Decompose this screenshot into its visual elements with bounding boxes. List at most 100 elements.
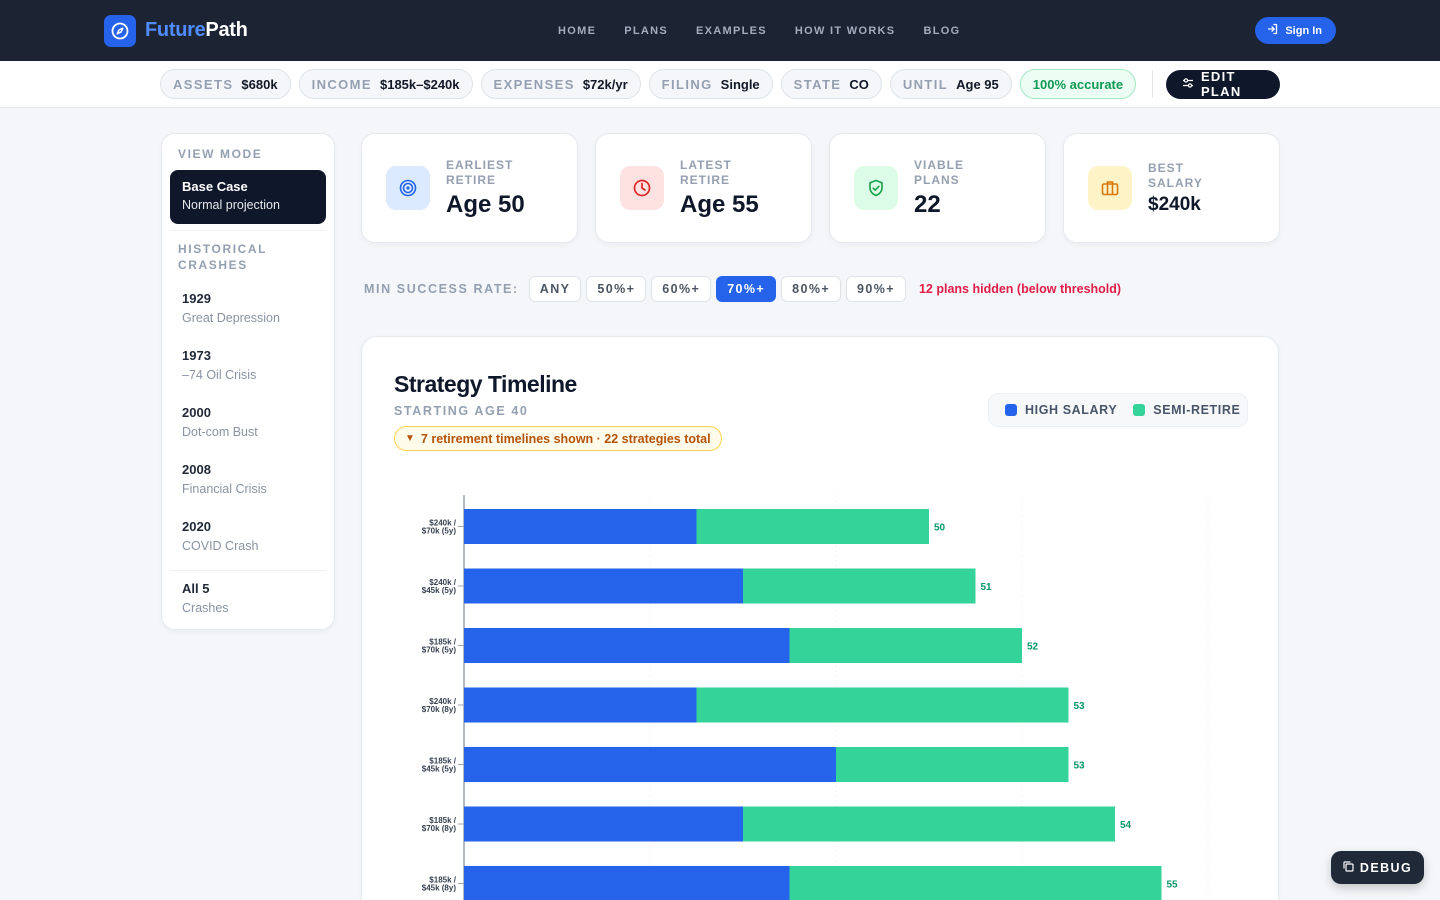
legend-semi-retire: SEMI-RETIRE — [1133, 403, 1240, 417]
stat-value: $240k — [1148, 193, 1201, 215]
filing-pill[interactable]: FILING Single — [648, 69, 773, 99]
income-pill[interactable]: INCOME $185k–$240k — [298, 69, 473, 99]
expenses-value: $72k/yr — [582, 76, 628, 92]
viable-plans-card: VIABLE PLANS 22 — [829, 133, 1046, 243]
sign-in-label: Sign In — [1285, 24, 1322, 37]
nav-links: HOME PLANS EXAMPLES HOW IT WORKS BLOG — [558, 0, 960, 61]
shield-check-icon — [854, 166, 898, 210]
summary-divider — [1152, 70, 1153, 98]
bar-semi-retire — [743, 806, 1115, 842]
category-label: $45k (8y) — [422, 884, 457, 893]
bar-high-salary — [464, 747, 836, 782]
bar-end-label: 53 — [1074, 761, 1086, 772]
bar-end-label: 51 — [981, 582, 993, 593]
stat-label: LATEST RETIRE — [680, 157, 732, 187]
bar-semi-retire — [836, 747, 1069, 782]
crash-year: 1973 — [182, 348, 211, 363]
crash-year: 1929 — [182, 291, 211, 306]
bar-high-salary — [464, 687, 697, 723]
filter-option-50[interactable]: 50%+ — [586, 276, 647, 302]
crash-option-2020[interactable]: 2020 COVID Crash — [170, 509, 326, 566]
crash-option-1929[interactable]: 1929 Great Depression — [170, 281, 326, 338]
assets-key: ASSETS — [173, 76, 234, 92]
filter-option-80[interactable]: 80%+ — [781, 276, 842, 302]
nav-how-it-works[interactable]: HOW IT WORKS — [794, 24, 896, 37]
category-label: $185k / — [429, 876, 456, 885]
brand-name: FuturePath — [145, 19, 248, 41]
debug-label: DEBUG — [1359, 860, 1413, 875]
all-crashes-title: All 5 — [182, 581, 210, 596]
filter-label: MIN SUCCESS RATE: — [364, 282, 519, 296]
base-case-title: Base Case — [182, 179, 248, 194]
category-label: $185k / — [429, 757, 456, 766]
earliest-retire-card: EARLIEST RETIRE Age 50 — [361, 133, 578, 243]
assets-value: $680k — [241, 76, 278, 92]
category-label: $185k / — [429, 816, 456, 825]
base-case-sub: Normal projection — [182, 198, 280, 212]
category-label: $70k (8y) — [422, 824, 457, 833]
filing-value: Single — [720, 76, 760, 92]
all-crashes-sub: Crashes — [182, 601, 229, 615]
filter-option-60[interactable]: 60%+ — [651, 276, 712, 302]
crash-name: –74 Oil Crisis — [182, 368, 257, 382]
category-label: $240k / — [429, 578, 456, 587]
filter-option-90[interactable]: 90%+ — [846, 276, 906, 302]
chart-subtitle: STARTING AGE 40 — [394, 404, 529, 418]
assets-pill[interactable]: ASSETS $680k — [160, 69, 291, 99]
best-salary-card: BEST SALARY $240k — [1063, 133, 1280, 243]
income-key: INCOME — [311, 76, 372, 92]
target-icon — [386, 166, 430, 210]
copy-icon — [1343, 860, 1354, 875]
nav-blog[interactable]: BLOG — [923, 24, 961, 37]
nav-examples[interactable]: EXAMPLES — [695, 24, 767, 37]
bar-semi-retire — [743, 568, 976, 604]
category-label: $45k (5y) — [422, 586, 457, 595]
sliders-icon — [1182, 77, 1194, 92]
filing-key: FILING — [661, 76, 713, 92]
category-label: $240k / — [429, 697, 456, 706]
nav-home[interactable]: HOME — [558, 24, 597, 37]
bar-high-salary — [464, 568, 743, 604]
bar-semi-retire — [696, 687, 1069, 723]
filter-option-any[interactable]: ANY — [528, 276, 582, 302]
historical-crashes-heading: HISTORICAL CRASHES — [178, 242, 267, 272]
category-label: $45k (5y) — [422, 765, 457, 774]
state-pill[interactable]: STATE CO — [780, 69, 882, 99]
crash-option-1973[interactable]: 1973 –74 Oil Crisis — [170, 338, 326, 395]
stat-label: VIABLE PLANS — [914, 157, 965, 187]
filter-option-70[interactable]: 70%+ — [716, 276, 777, 302]
all-crashes-option[interactable]: All 5 Crashes — [170, 571, 326, 628]
bar-end-label: 53 — [1074, 701, 1086, 712]
legend-label: HIGH SALARY — [1025, 403, 1118, 417]
until-value: Age 95 — [956, 76, 999, 92]
stat-label: EARLIEST RETIRE — [446, 157, 514, 187]
crash-name: Great Depression — [182, 311, 280, 325]
category-label: $70k (5y) — [422, 527, 457, 536]
edit-plan-button[interactable]: EDIT PLAN — [1165, 69, 1280, 99]
view-mode-sidebar: VIEW MODE Base Case Normal projection HI… — [161, 133, 335, 630]
view-mode-heading: VIEW MODE — [178, 147, 263, 161]
until-pill[interactable]: UNTIL Age 95 — [889, 69, 1012, 99]
expenses-pill[interactable]: EXPENSES $72k/yr — [480, 69, 641, 99]
timelines-note-badge: ▼ 7 retirement timelines shown · 22 stra… — [394, 426, 722, 451]
sign-in-button[interactable]: Sign In — [1255, 17, 1336, 44]
base-case-option[interactable]: Base Case Normal projection — [170, 170, 326, 224]
brand-logo[interactable]: FuturePath — [104, 14, 248, 47]
stat-value: 22 — [914, 190, 941, 218]
crash-name: Dot-com Bust — [182, 425, 258, 439]
debug-button[interactable]: DEBUG — [1331, 851, 1424, 884]
crash-option-2008[interactable]: 2008 Financial Crisis — [170, 452, 326, 509]
legend-swatch — [1133, 404, 1146, 416]
bar-end-label: 52 — [1027, 642, 1039, 653]
bar-end-label: 55 — [1167, 880, 1179, 891]
expenses-key: EXPENSES — [493, 76, 575, 92]
crash-option-2000[interactable]: 2000 Dot-com Bust — [170, 395, 326, 452]
category-label: $240k / — [429, 519, 456, 528]
state-key: STATE — [793, 76, 842, 92]
nav-plans[interactable]: PLANS — [624, 24, 668, 37]
bar-high-salary — [464, 866, 790, 900]
category-label: $70k (8y) — [422, 705, 457, 714]
crash-year: 2008 — [182, 462, 211, 477]
strategy-timeline-card: Strategy Timeline STARTING AGE 40 ▼ 7 re… — [361, 336, 1279, 900]
bar-high-salary — [464, 509, 697, 544]
